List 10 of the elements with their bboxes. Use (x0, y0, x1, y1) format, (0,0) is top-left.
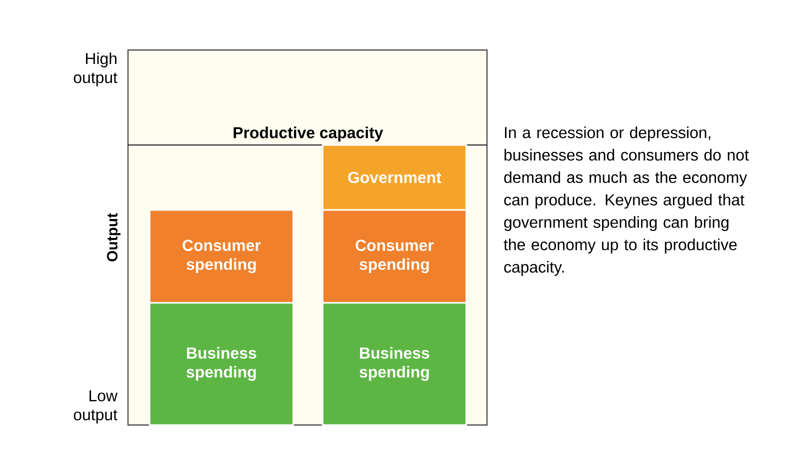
series-label: Business spending (186, 347, 256, 381)
series-label: Consumer spending (182, 240, 261, 274)
ref-line-label: Productive capacity (234, 126, 384, 142)
text: In a recession or depression, businesses and consumers do not demand as much as the economy can produce. Keynes argued that government spending can bring the economy up to its productive capacity. (504, 126, 749, 276)
text: High output (74, 52, 118, 86)
y-axis-title: Output (106, 213, 120, 262)
text: Consumer spending (356, 240, 434, 274)
series-label: Government (348, 172, 442, 184)
text: Low output (74, 390, 118, 424)
text: Business spending (360, 347, 430, 381)
